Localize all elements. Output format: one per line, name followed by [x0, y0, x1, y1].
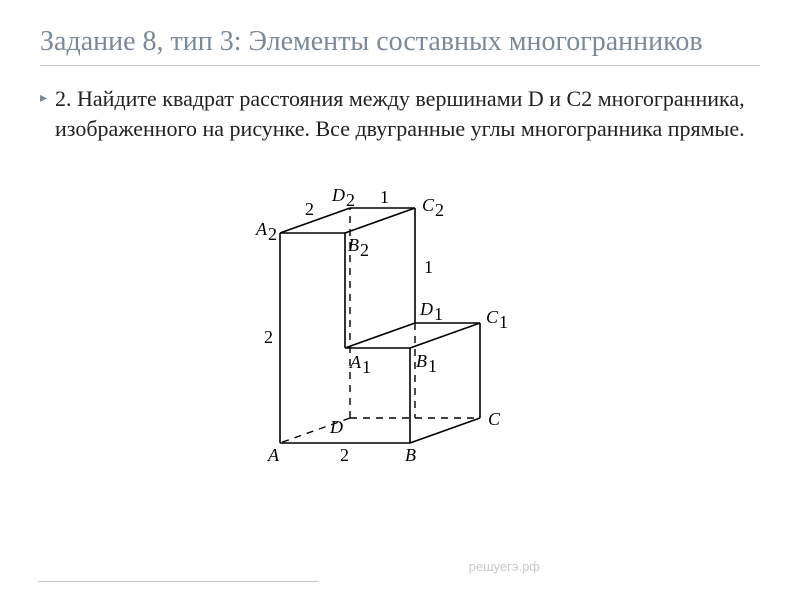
svg-text:1: 1	[499, 312, 508, 332]
svg-text:1: 1	[434, 304, 443, 324]
dim-top-back: 1	[380, 187, 389, 207]
dim-left-height: 2	[264, 327, 273, 347]
label-D2: D 2	[331, 185, 355, 210]
edge-B2C2	[345, 208, 415, 233]
label-C2: C 2	[422, 195, 444, 220]
svg-text:2: 2	[346, 190, 355, 210]
dim-front-width: 2	[340, 445, 349, 463]
label-B: B	[405, 445, 416, 463]
svg-text:D: D	[419, 299, 433, 319]
svg-text:D: D	[331, 185, 345, 205]
slide: Задание 8, тип 3: Элементы составных мно…	[0, 0, 800, 600]
label-C: C	[488, 409, 501, 429]
svg-text:C: C	[422, 195, 435, 215]
label-D: D	[329, 417, 343, 437]
edge-D2A2	[280, 208, 350, 233]
svg-text:2: 2	[268, 224, 277, 244]
edge-B1C1	[410, 323, 480, 348]
problem-row: ▸ 2. Найдите квадрат расстояния между ве…	[40, 84, 760, 143]
label-A: A	[267, 445, 280, 463]
bullet-icon: ▸	[40, 90, 47, 109]
label-A1: A 1	[349, 352, 371, 377]
polyhedron-figure: A B C D A 1 B 1 C 1 D 1 A 2	[220, 163, 580, 463]
watermark: решуегэ.рф	[469, 559, 540, 574]
label-A2: A 2	[255, 219, 277, 244]
slide-title: Задание 8, тип 3: Элементы составных мно…	[40, 24, 760, 66]
problem-text: 2. Найдите квадрат расстояния между верш…	[55, 84, 760, 143]
footer-divider	[38, 581, 318, 582]
label-B1: B 1	[416, 351, 437, 376]
svg-text:2: 2	[435, 200, 444, 220]
svg-text:1: 1	[428, 356, 437, 376]
svg-text:B: B	[348, 235, 359, 255]
edge-D1A1	[345, 323, 415, 348]
svg-text:2: 2	[360, 240, 369, 260]
svg-text:1: 1	[362, 357, 371, 377]
label-C1: C 1	[486, 307, 508, 332]
dim-step-right: 1	[424, 257, 433, 277]
edge-BC	[410, 418, 480, 443]
label-D1: D 1	[419, 299, 443, 324]
svg-text:A: A	[255, 219, 268, 239]
label-B2: B 2	[348, 235, 369, 260]
figure-container: A B C D A 1 B 1 C 1 D 1 A 2	[40, 163, 760, 463]
svg-text:A: A	[349, 352, 362, 372]
svg-text:C: C	[486, 307, 499, 327]
svg-text:B: B	[416, 351, 427, 371]
dim-top-left: 2	[305, 199, 314, 219]
